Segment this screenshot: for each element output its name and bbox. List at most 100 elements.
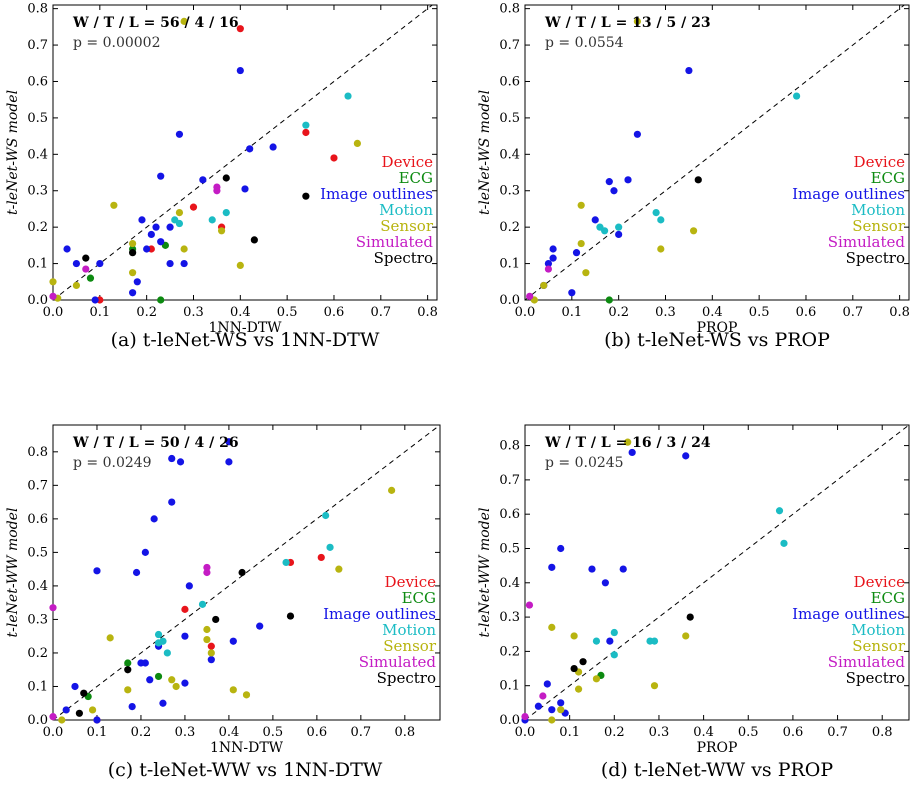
data-point <box>147 230 155 239</box>
data-point <box>168 454 176 463</box>
data-point <box>544 259 553 268</box>
legend-entry: Device <box>854 153 906 171</box>
data-point <box>203 625 211 634</box>
data-point <box>222 208 230 217</box>
data-point <box>241 185 249 193</box>
y-tick-label: 0.5 <box>27 111 48 126</box>
x-tick-label: 0.3 <box>175 725 196 740</box>
y-axis-label: t-leNet-WS model <box>477 90 493 215</box>
x-tick-label: 0.7 <box>370 305 391 320</box>
data-point <box>548 716 556 724</box>
stat-label: W / T / L = 56 / 4 / 16 <box>72 15 239 31</box>
data-point <box>133 278 141 286</box>
legend-entry: Spectro <box>377 669 436 687</box>
y-tick-label: 0.7 <box>499 473 520 488</box>
data-point <box>217 227 226 235</box>
panel-4: 0.0 0.1 0.2 0.3 0.4 0.5 0.6 0.7 0.8 0.0 0.1 0.2 0.3 0… <box>477 424 910 756</box>
data-point <box>154 630 163 639</box>
data-point <box>163 649 171 657</box>
data-point <box>203 635 211 644</box>
y-tick-label: 0.6 <box>27 74 48 89</box>
data-point <box>588 565 596 573</box>
y-tick-label: 0.1 <box>27 257 48 272</box>
data-point <box>610 628 618 637</box>
data-point <box>181 632 189 640</box>
legend-entry: Spectro <box>374 249 433 267</box>
data-point <box>557 706 565 714</box>
data-point <box>592 675 601 683</box>
data-point <box>521 712 529 721</box>
data-point <box>236 261 244 270</box>
data-point <box>49 278 57 286</box>
legend-entry: Device <box>382 153 434 171</box>
legend-entry: Image outlines <box>792 605 905 623</box>
p-value-label: p = 0.0249 <box>73 455 152 471</box>
data-point <box>269 143 277 151</box>
data-point <box>88 706 97 714</box>
data-point <box>128 702 136 711</box>
data-point <box>780 539 788 547</box>
data-point <box>286 612 295 620</box>
y-tick-label: 0.7 <box>27 38 48 53</box>
panel-caption: (b) t-leNet-WS vs PROP <box>604 329 830 351</box>
y-tick-label: 0.5 <box>27 545 48 560</box>
data-point <box>229 637 237 645</box>
y-tick-label: 0.0 <box>27 713 48 728</box>
data-point <box>154 672 163 681</box>
y-tick-label: 0.5 <box>499 541 520 556</box>
data-point <box>525 601 534 609</box>
panel-2: 0.0 0.1 0.2 0.3 0.4 0.5 0.6 0.7 0.8 0.0 0.1 0.2 0.3 0… <box>477 2 910 336</box>
panel-caption: (a) t-leNet-WS vs 1NN-DTW <box>111 329 380 351</box>
data-point <box>574 685 583 693</box>
x-tick-label: 0.2 <box>604 725 625 740</box>
y-tick-label: 0.1 <box>27 679 48 694</box>
data-point <box>624 438 632 446</box>
data-point <box>619 565 627 573</box>
legend-entry: ECG <box>399 169 433 187</box>
data-point <box>203 568 211 577</box>
data-point <box>137 659 145 667</box>
data-point <box>302 128 310 137</box>
legend-entry: Simulated <box>828 233 906 251</box>
data-point <box>388 486 396 494</box>
data-point <box>610 651 618 659</box>
data-point <box>138 216 146 224</box>
y-tick-label: 0.6 <box>499 74 520 89</box>
data-point <box>63 245 71 253</box>
data-point <box>579 658 587 666</box>
data-point <box>129 289 137 297</box>
x-tick-label: 0.3 <box>649 725 670 740</box>
plot-frame <box>52 424 441 721</box>
x-tick-label: 0.0 <box>43 305 64 320</box>
legend-entry: Spectro <box>846 669 905 687</box>
x-tick-label: 0.0 <box>43 725 64 740</box>
x-axis-label: 1NN-DTW <box>210 740 284 756</box>
data-point <box>605 178 613 186</box>
data-point <box>62 706 70 714</box>
x-tick-label: 0.2 <box>131 725 152 740</box>
y-axis-label: t-leNet-WW model <box>5 508 21 638</box>
data-point <box>236 66 244 75</box>
data-point <box>282 558 290 567</box>
data-point <box>606 637 614 645</box>
data-point <box>106 634 114 642</box>
y-axis-label: t-leNet-WS model <box>5 90 21 215</box>
data-point <box>203 563 211 572</box>
data-point <box>694 176 702 184</box>
data-point <box>124 666 132 674</box>
x-tick-label: 0.5 <box>277 305 298 320</box>
legend-entry: Image outlines <box>320 185 433 203</box>
y-tick-label: 0.2 <box>27 646 48 661</box>
data-point <box>168 676 176 684</box>
data-point <box>80 689 88 697</box>
legend-entry: Sensor <box>383 637 437 655</box>
x-tick-label: 0.2 <box>136 305 157 320</box>
x-tick-label: 0.0 <box>515 305 536 320</box>
data-point <box>633 17 641 25</box>
data-point <box>157 172 165 180</box>
data-point <box>207 649 215 657</box>
x-tick-label: 0.1 <box>561 305 582 320</box>
x-tick-label: 0.5 <box>738 725 759 740</box>
data-point <box>86 274 95 282</box>
data-point <box>212 615 220 624</box>
